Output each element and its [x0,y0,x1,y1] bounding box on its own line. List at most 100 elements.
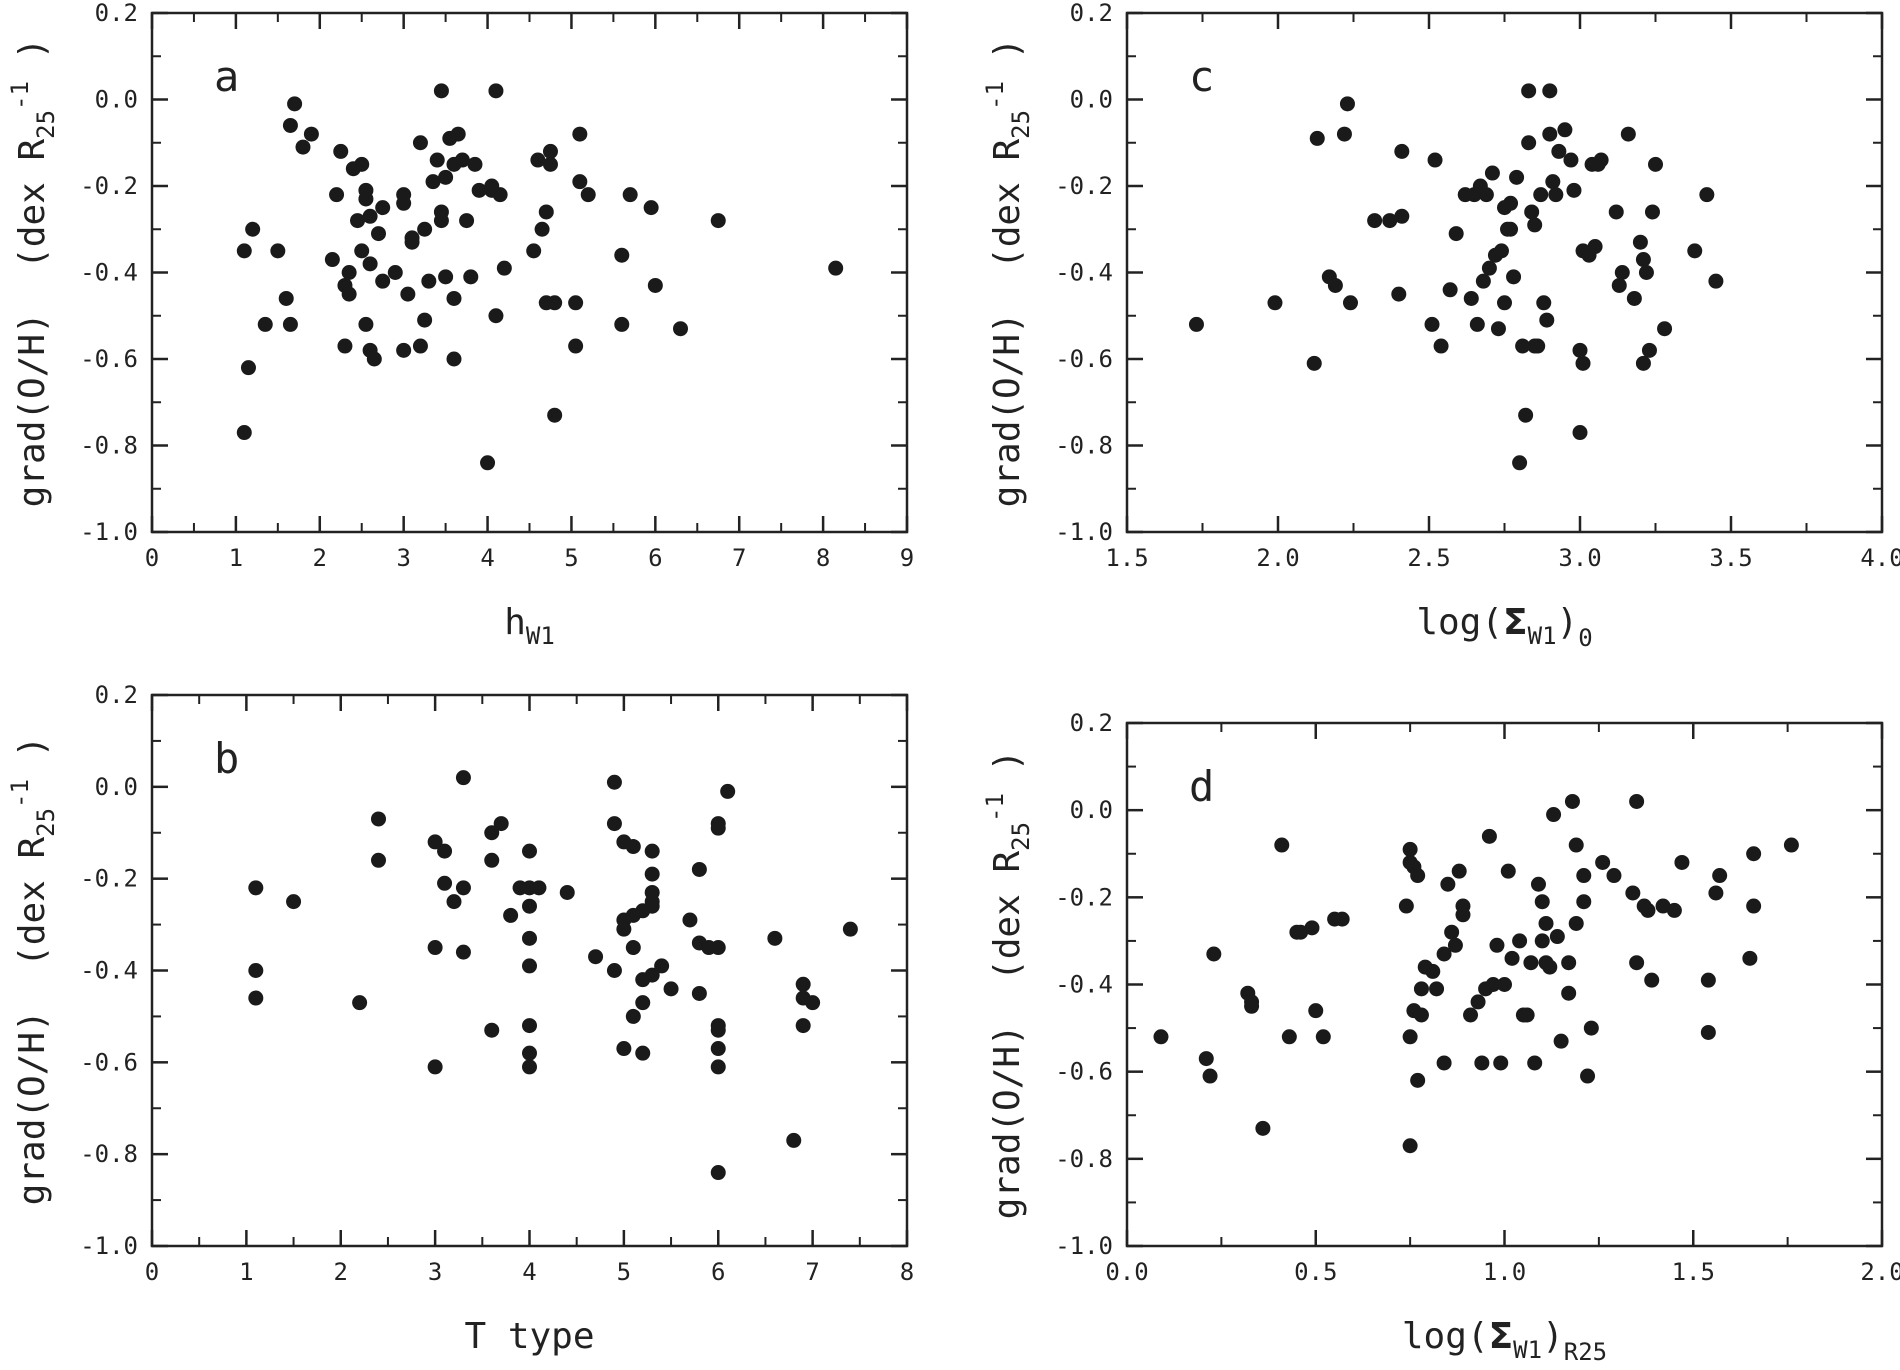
data-point [1523,955,1539,971]
data-point [710,940,726,956]
data-point [1620,126,1636,142]
data-point [635,1045,651,1061]
data-point [354,243,370,259]
data-point [1315,1029,1331,1045]
data-point [522,843,537,859]
data-point [1657,321,1673,337]
data-point [1641,342,1657,358]
scatter-panel-d: 0.0 0.5 1.0 1.5 2.0 -1.0 -0.8 -0.6 -0.4 -0.2 0.0 0.… [981,709,1900,1366]
data-point [1427,152,1443,168]
data-point [1442,282,1458,298]
data-point [1521,135,1537,151]
data-point [1548,187,1564,203]
data-point [1572,342,1588,358]
data-point [1469,316,1485,332]
data-point [526,243,542,259]
data-point [842,921,858,937]
data-point [559,884,575,900]
data-point [1436,1055,1452,1071]
data-point [538,204,554,220]
data-point [1551,143,1567,159]
data-point [1644,972,1660,988]
data-point [1580,1068,1596,1084]
data-point [1503,221,1519,237]
data-point [710,820,726,836]
data-point [1783,837,1799,853]
data-point [1644,204,1660,220]
data-point [1425,963,1441,979]
data-point [496,260,512,276]
data-point [547,407,563,423]
data-point [1367,213,1383,229]
data-point [534,221,550,237]
data-point [616,921,632,937]
x-tick-label: 5 [564,544,578,572]
y-axis-label: grad(O/H) (dex R25-1 ) [981,750,1035,1220]
data-point [446,894,462,910]
data-point [625,839,641,855]
data-point [1509,169,1525,185]
data-point [1635,252,1651,268]
data-point [1274,837,1290,853]
data-point [614,247,630,263]
data-point [568,295,584,311]
data-point [450,126,466,142]
data-point [1521,83,1537,99]
data-point [606,963,622,978]
data-point [1493,243,1509,259]
data-point [1638,265,1654,280]
data-point [1700,972,1716,988]
x-tick-label: 0 [145,1258,159,1286]
scatter-panel-a: 0 1 2 3 4 5 6 7 8 9 -1.0 -0.8 -0.6 -0.4 -0.2 0.0 0.2 a hW1… [6,0,914,650]
data-point [654,958,670,974]
data-point [417,221,433,237]
x-tick-label: 1.0 [1483,1258,1526,1286]
data-point [614,316,630,332]
data-point [647,277,663,293]
data-point [1561,955,1577,971]
data-point [493,816,509,832]
data-point [1489,937,1505,953]
data-point [362,208,378,224]
data-point [644,843,660,859]
y-axis-label: grad(O/H) (dex R25-1 ) [6,736,60,1206]
data-point [1436,946,1452,962]
data-point [358,316,374,332]
data-point [240,360,256,376]
data-point [341,265,357,280]
data-point [625,1008,641,1024]
data-point [362,256,378,272]
x-tick-label: 0 [145,544,159,572]
y-tick-label: -0.6 [1055,1058,1113,1086]
data-point [1614,265,1630,280]
data-point [1527,1055,1543,1071]
x-tick-label: 6 [711,1258,725,1286]
y-tick-label: -0.8 [80,1140,138,1168]
data-point [1398,898,1414,914]
data-point [522,898,537,914]
y-tick-label: 0.2 [95,681,138,709]
data-point [1524,204,1540,220]
data-point [1281,1029,1297,1045]
data-point [644,967,660,983]
data-point [245,221,261,237]
data-point [282,316,298,332]
y-tick-label: -0.4 [80,259,138,287]
data-point [1746,898,1762,914]
data-point [1687,243,1703,259]
data-points [1188,83,1724,471]
x-tick-label: 2.0 [1256,544,1299,572]
data-point [522,1045,537,1061]
data-point [710,1041,726,1057]
data-point [1632,234,1648,250]
data-point [606,816,622,832]
data-point [1304,920,1320,936]
data-point [1504,950,1520,966]
data-point [282,117,298,133]
data-point [1339,96,1355,112]
data-point [1545,174,1561,190]
data-point [324,252,340,268]
data-point [1546,807,1562,823]
data-point [1463,290,1479,306]
data-point [1708,885,1724,901]
